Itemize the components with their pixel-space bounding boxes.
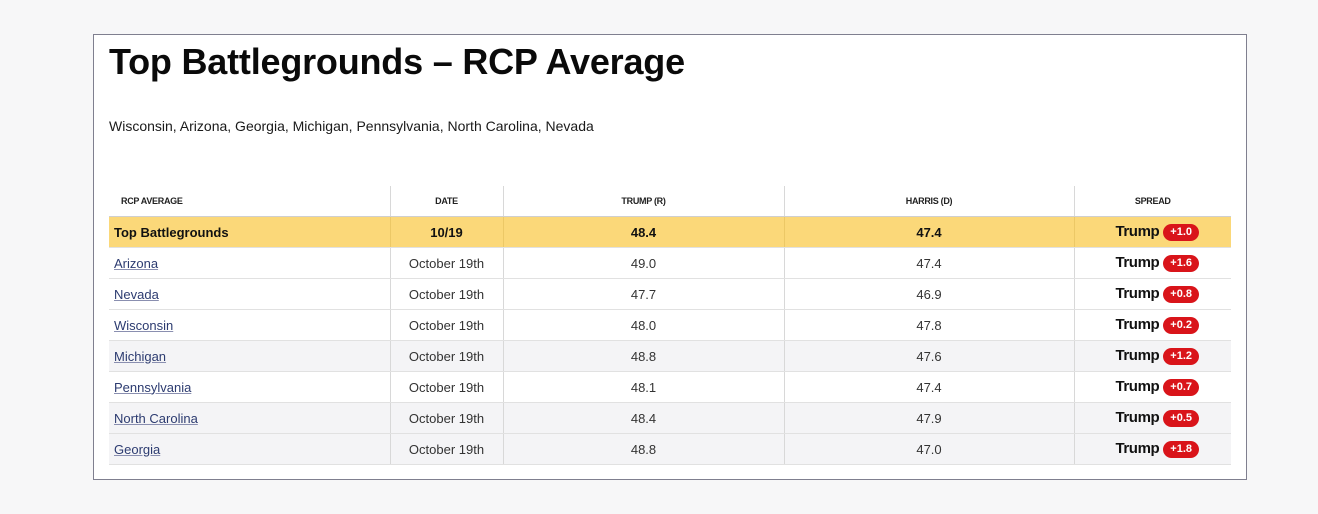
trump-value: 48.4	[503, 402, 785, 434]
spread-badge: +0.8	[1163, 285, 1199, 303]
trump-value: 48.8	[503, 340, 785, 372]
spread-cell: Trump +1.2	[1074, 340, 1231, 372]
state-link-nevada[interactable]: Nevada	[114, 286, 159, 302]
spread-badge: +0.7	[1163, 378, 1199, 396]
state-link-michigan[interactable]: Michigan	[114, 348, 167, 364]
trump-value: 49.0	[503, 247, 785, 279]
summary-spread: Trump +1.0	[1074, 216, 1231, 248]
poll-date: October 19th	[390, 402, 504, 434]
spread-badge: +1.0	[1163, 223, 1199, 241]
poll-date: October 19th	[390, 371, 504, 403]
spread-badge: +1.8	[1163, 440, 1199, 458]
spread-leader: Trump	[1115, 378, 1160, 396]
state-name: Nevada	[109, 278, 391, 310]
harris-value: 47.6	[784, 340, 1075, 372]
spread-cell: Trump +1.6	[1074, 247, 1231, 279]
trump-value: 48.8	[503, 433, 785, 465]
state-name: Michigan	[109, 340, 391, 372]
spread-leader: Trump	[1115, 223, 1160, 241]
summary-name: Top Battlegrounds	[109, 216, 391, 248]
table-row: North Carolina October 19th 48.4 47.9 Tr…	[109, 402, 1231, 434]
state-link-wisconsin[interactable]: Wisconsin	[114, 317, 174, 333]
table-row: Wisconsin October 19th 48.0 47.8 Trump +0…	[109, 309, 1231, 341]
trump-value: 47.7	[503, 278, 785, 310]
header-spread: SPREAD	[1074, 186, 1231, 217]
state-link-georgia[interactable]: Georgia	[114, 441, 161, 457]
state-link-pennsylvania[interactable]: Pennsylvania	[114, 379, 192, 395]
spread-cell: Trump +0.2	[1074, 309, 1231, 341]
spread-cell: Trump +0.7	[1074, 371, 1231, 403]
table-row: Arizona October 19th 49.0 47.4 Trump +1.6	[109, 247, 1231, 279]
summary-row: Top Battlegrounds 10/19 48.4 47.4 Trump +…	[109, 216, 1231, 248]
spread-leader: Trump	[1115, 440, 1160, 458]
spread-badge: +1.2	[1163, 347, 1199, 365]
spread-cell: Trump +0.5	[1074, 402, 1231, 434]
poll-date: October 19th	[390, 433, 504, 465]
poll-date: October 19th	[390, 247, 504, 279]
table-row: Nevada October 19th 47.7 46.9 Trump +0.8	[109, 278, 1231, 310]
header-date: DATE	[390, 186, 504, 217]
header-rcp-average: RCP AVERAGE	[109, 186, 391, 217]
harris-value: 46.9	[784, 278, 1075, 310]
spread-leader: Trump	[1115, 254, 1160, 272]
state-name: Georgia	[109, 433, 391, 465]
harris-value: 47.9	[784, 402, 1075, 434]
harris-value: 47.8	[784, 309, 1075, 341]
table-row: Georgia October 19th 48.8 47.0 Trump +1.8	[109, 433, 1231, 465]
table-row: Michigan October 19th 48.8 47.6 Trump +1.…	[109, 340, 1231, 372]
polling-table: RCP AVERAGE DATE TRUMP (R) HARRIS (D) SP…	[109, 186, 1231, 465]
state-name: Pennsylvania	[109, 371, 391, 403]
harris-value: 47.4	[784, 371, 1075, 403]
spread-badge: +0.5	[1163, 409, 1199, 427]
trump-value: 48.0	[503, 309, 785, 341]
page-subtitle: Wisconsin, Arizona, Georgia, Michigan, P…	[109, 118, 594, 134]
spread-cell: Trump +0.8	[1074, 278, 1231, 310]
table-row: Pennsylvania October 19th 48.1 47.4 Trum…	[109, 371, 1231, 403]
state-name: Arizona	[109, 247, 391, 279]
spread-cell: Trump +1.8	[1074, 433, 1231, 465]
spread-leader: Trump	[1115, 316, 1160, 334]
spread-badge: +1.6	[1163, 254, 1199, 272]
poll-date: October 19th	[390, 309, 504, 341]
table-header-row: RCP AVERAGE DATE TRUMP (R) HARRIS (D) SP…	[109, 186, 1231, 217]
summary-trump: 48.4	[503, 216, 785, 248]
spread-badge: +0.2	[1163, 316, 1199, 334]
harris-value: 47.0	[784, 433, 1075, 465]
header-trump: TRUMP (R)	[503, 186, 785, 217]
page-title: Top Battlegrounds – RCP Average	[109, 41, 685, 82]
state-name: Wisconsin	[109, 309, 391, 341]
poll-date: October 19th	[390, 340, 504, 372]
state-name: North Carolina	[109, 402, 391, 434]
poll-date: October 19th	[390, 278, 504, 310]
state-link-north-carolina[interactable]: North Carolina	[114, 410, 198, 426]
trump-value: 48.1	[503, 371, 785, 403]
state-link-arizona[interactable]: Arizona	[114, 255, 159, 271]
summary-harris: 47.4	[784, 216, 1075, 248]
spread-leader: Trump	[1115, 285, 1160, 303]
summary-date: 10/19	[390, 216, 504, 248]
header-harris: HARRIS (D)	[784, 186, 1075, 217]
harris-value: 47.4	[784, 247, 1075, 279]
spread-leader: Trump	[1115, 347, 1160, 365]
battlegrounds-panel: Top Battlegrounds – RCP Average Wisconsi…	[93, 34, 1247, 480]
spread-leader: Trump	[1115, 409, 1160, 427]
